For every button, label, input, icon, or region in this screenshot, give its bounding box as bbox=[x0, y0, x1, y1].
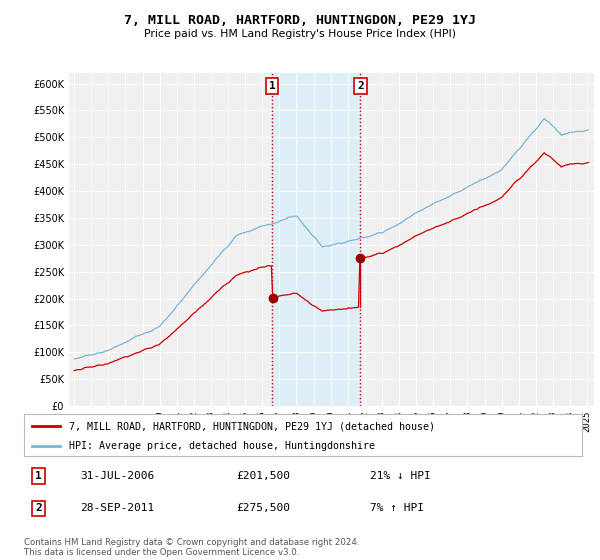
Text: Price paid vs. HM Land Registry's House Price Index (HPI): Price paid vs. HM Land Registry's House … bbox=[144, 29, 456, 39]
Text: 28-SEP-2011: 28-SEP-2011 bbox=[80, 503, 154, 514]
Text: £201,500: £201,500 bbox=[236, 471, 290, 481]
Text: 2: 2 bbox=[35, 503, 42, 514]
Text: 21% ↓ HPI: 21% ↓ HPI bbox=[370, 471, 431, 481]
Text: Contains HM Land Registry data © Crown copyright and database right 2024.
This d: Contains HM Land Registry data © Crown c… bbox=[24, 538, 359, 557]
Text: 31-JUL-2006: 31-JUL-2006 bbox=[80, 471, 154, 481]
Bar bbox=[272, 73, 361, 406]
Text: 7, MILL ROAD, HARTFORD, HUNTINGDON, PE29 1YJ: 7, MILL ROAD, HARTFORD, HUNTINGDON, PE29… bbox=[124, 14, 476, 27]
Text: HPI: Average price, detached house, Huntingdonshire: HPI: Average price, detached house, Hunt… bbox=[68, 441, 374, 451]
Text: 1: 1 bbox=[35, 471, 42, 481]
Text: 7% ↑ HPI: 7% ↑ HPI bbox=[370, 503, 424, 514]
Text: 7, MILL ROAD, HARTFORD, HUNTINGDON, PE29 1YJ (detached house): 7, MILL ROAD, HARTFORD, HUNTINGDON, PE29… bbox=[68, 421, 434, 431]
Text: 1: 1 bbox=[269, 81, 275, 91]
Text: 2: 2 bbox=[357, 81, 364, 91]
Text: £275,500: £275,500 bbox=[236, 503, 290, 514]
